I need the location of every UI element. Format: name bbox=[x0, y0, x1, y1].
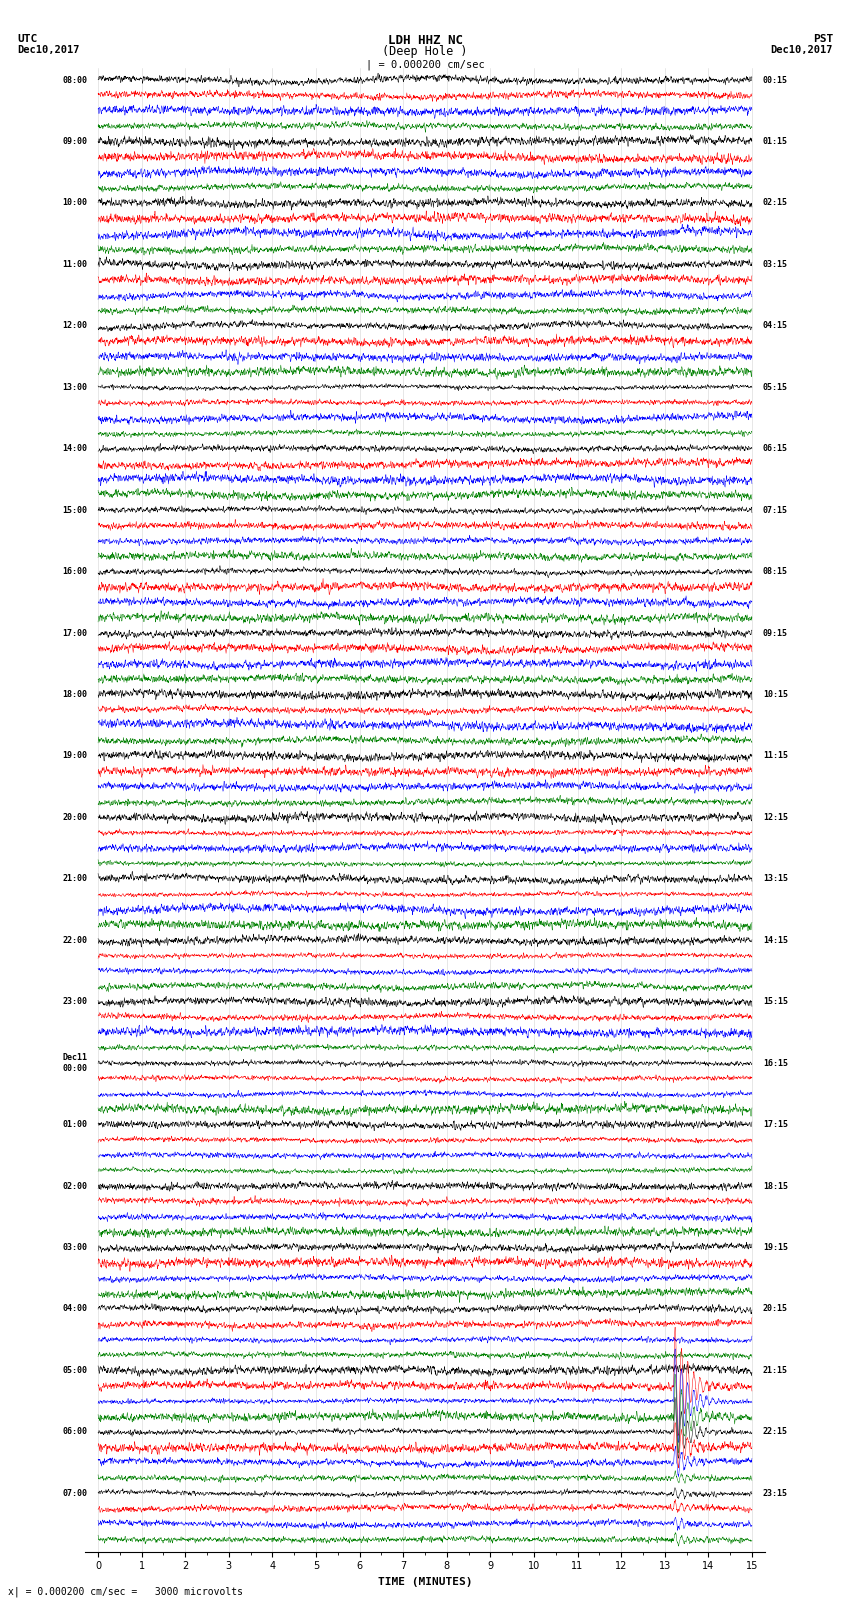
Text: 02:00: 02:00 bbox=[62, 1182, 88, 1190]
Text: LDH HHZ NC: LDH HHZ NC bbox=[388, 34, 462, 47]
Text: 02:15: 02:15 bbox=[762, 198, 788, 208]
Text: 06:00: 06:00 bbox=[62, 1428, 88, 1437]
Text: 22:00: 22:00 bbox=[62, 936, 88, 945]
Text: Dec11
00:00: Dec11 00:00 bbox=[62, 1053, 88, 1073]
Text: 05:00: 05:00 bbox=[62, 1366, 88, 1374]
Text: 23:15: 23:15 bbox=[762, 1489, 788, 1498]
Text: 21:00: 21:00 bbox=[62, 874, 88, 884]
Text: 21:15: 21:15 bbox=[762, 1366, 788, 1374]
Text: 06:15: 06:15 bbox=[762, 444, 788, 453]
Text: 19:15: 19:15 bbox=[762, 1244, 788, 1252]
Text: 14:15: 14:15 bbox=[762, 936, 788, 945]
Text: 07:15: 07:15 bbox=[762, 505, 788, 515]
Text: 11:00: 11:00 bbox=[62, 260, 88, 269]
Text: PST: PST bbox=[813, 34, 833, 44]
Text: 16:15: 16:15 bbox=[762, 1058, 788, 1068]
Text: 00:15: 00:15 bbox=[762, 76, 788, 84]
Text: 09:00: 09:00 bbox=[62, 137, 88, 147]
Text: 17:00: 17:00 bbox=[62, 629, 88, 637]
Text: 19:00: 19:00 bbox=[62, 752, 88, 760]
Text: 20:00: 20:00 bbox=[62, 813, 88, 823]
Text: 12:15: 12:15 bbox=[762, 813, 788, 823]
Text: 04:00: 04:00 bbox=[62, 1305, 88, 1313]
Text: (Deep Hole ): (Deep Hole ) bbox=[382, 45, 468, 58]
Text: 01:00: 01:00 bbox=[62, 1119, 88, 1129]
Text: 04:15: 04:15 bbox=[762, 321, 788, 331]
Text: 11:15: 11:15 bbox=[762, 752, 788, 760]
Text: 14:00: 14:00 bbox=[62, 444, 88, 453]
Text: 08:15: 08:15 bbox=[762, 568, 788, 576]
Text: 15:00: 15:00 bbox=[62, 505, 88, 515]
Text: 18:15: 18:15 bbox=[762, 1182, 788, 1190]
Text: 15:15: 15:15 bbox=[762, 997, 788, 1007]
Text: 03:00: 03:00 bbox=[62, 1244, 88, 1252]
Text: 05:15: 05:15 bbox=[762, 382, 788, 392]
Text: 23:00: 23:00 bbox=[62, 997, 88, 1007]
Text: UTC: UTC bbox=[17, 34, 37, 44]
Text: 18:00: 18:00 bbox=[62, 690, 88, 698]
Text: 08:00: 08:00 bbox=[62, 76, 88, 84]
Text: 20:15: 20:15 bbox=[762, 1305, 788, 1313]
Text: Dec10,2017: Dec10,2017 bbox=[770, 45, 833, 55]
Text: | = 0.000200 cm/sec: | = 0.000200 cm/sec bbox=[366, 60, 484, 71]
Text: 16:00: 16:00 bbox=[62, 568, 88, 576]
Text: 13:15: 13:15 bbox=[762, 874, 788, 884]
Text: x| = 0.000200 cm/sec =   3000 microvolts: x| = 0.000200 cm/sec = 3000 microvolts bbox=[8, 1586, 243, 1597]
Text: 12:00: 12:00 bbox=[62, 321, 88, 331]
Text: 03:15: 03:15 bbox=[762, 260, 788, 269]
Text: 07:00: 07:00 bbox=[62, 1489, 88, 1498]
Text: 17:15: 17:15 bbox=[762, 1119, 788, 1129]
Text: Dec10,2017: Dec10,2017 bbox=[17, 45, 80, 55]
Text: 22:15: 22:15 bbox=[762, 1428, 788, 1437]
Text: 09:15: 09:15 bbox=[762, 629, 788, 637]
Text: 13:00: 13:00 bbox=[62, 382, 88, 392]
X-axis label: TIME (MINUTES): TIME (MINUTES) bbox=[377, 1578, 473, 1587]
Text: 10:15: 10:15 bbox=[762, 690, 788, 698]
Text: 10:00: 10:00 bbox=[62, 198, 88, 208]
Text: 01:15: 01:15 bbox=[762, 137, 788, 147]
